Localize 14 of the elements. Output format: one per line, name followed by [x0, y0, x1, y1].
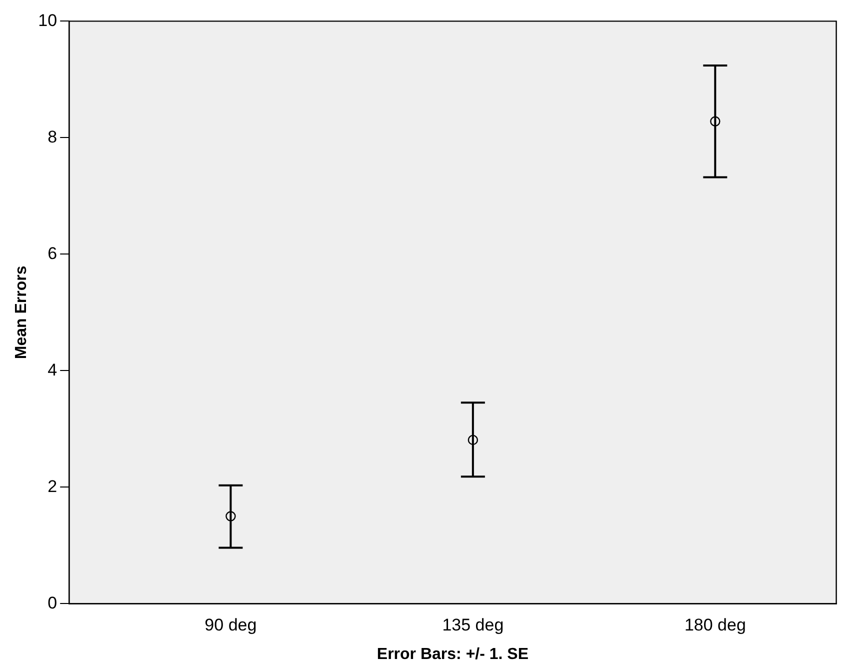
point — [226, 511, 236, 522]
x-tick-label: 135 deg — [442, 615, 504, 634]
text: Error Bars: +/- 1. SE — [376, 646, 529, 663]
y-tick-label: 6 — [48, 244, 58, 263]
y-tick-label: 4 — [48, 360, 58, 380]
y-axis-title: Mean Errors — [13, 266, 30, 360]
y-tick-label: 8 — [48, 127, 58, 146]
x-tick-label: 90 deg — [204, 615, 257, 634]
point — [468, 434, 478, 446]
y-tick-label: 2 — [48, 476, 58, 496]
y-tick-label: 10 — [38, 10, 58, 30]
y-tick-label: 0 — [48, 593, 58, 612]
point — [710, 116, 720, 126]
x-tick-label: 180 deg — [684, 615, 746, 634]
